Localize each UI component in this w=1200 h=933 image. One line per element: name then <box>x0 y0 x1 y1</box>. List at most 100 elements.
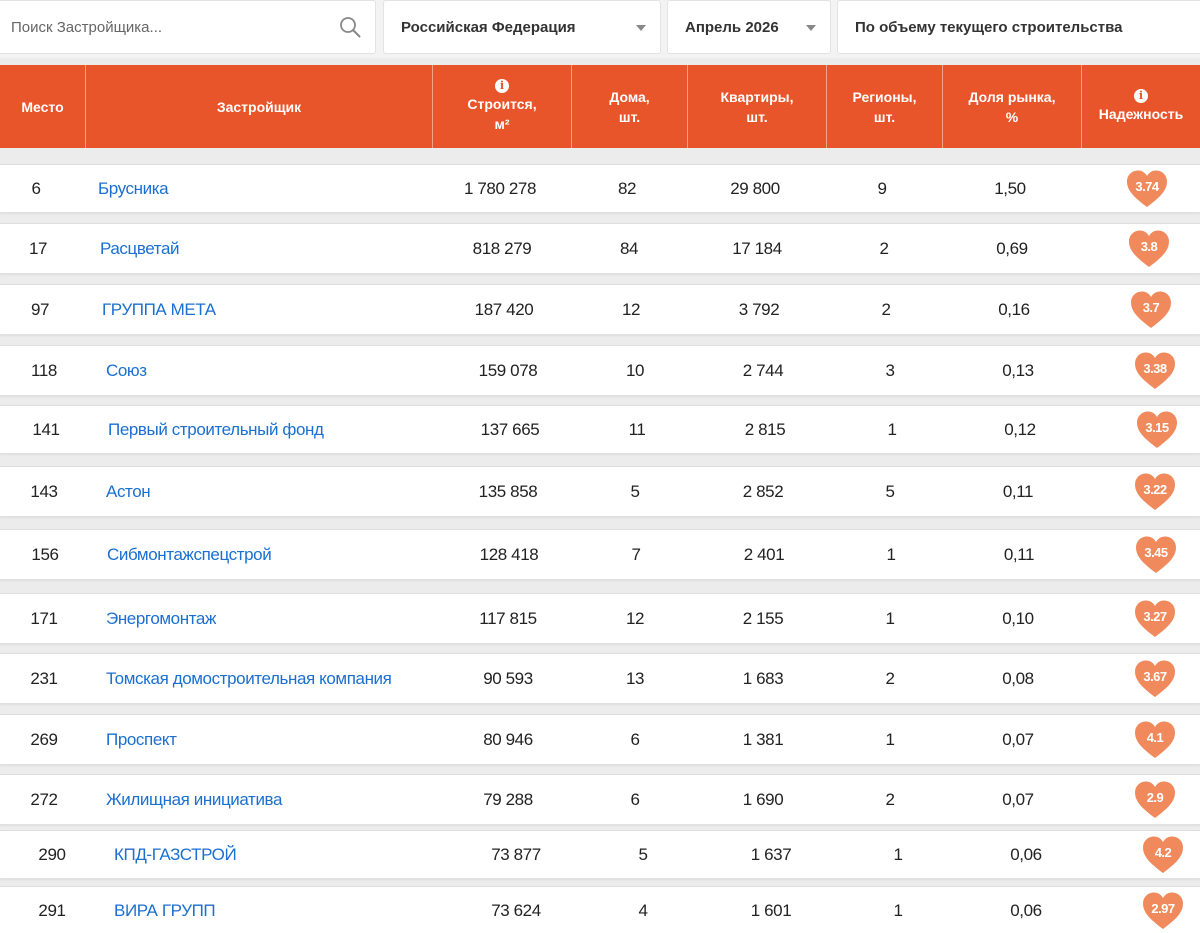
houses-cell: 13 <box>625 668 645 688</box>
reliability-heart-icon[interactable]: 2.9 <box>1133 780 1177 820</box>
regions-cell: 1 <box>886 544 896 564</box>
area-cell: 80 946 <box>483 729 533 749</box>
market-share-cell: 0,16 <box>998 299 1030 319</box>
table-row[interactable]: 143 Астон 135 858 5 2 852 5 0,11 3.22 <box>0 466 1200 516</box>
houses-cell: 4 <box>638 900 648 920</box>
place-cell: 269 <box>30 729 58 749</box>
place-cell: 156 <box>31 544 59 564</box>
column-header-houses[interactable]: Дома, шт. <box>572 65 688 148</box>
houses-cell: 7 <box>631 544 641 564</box>
developer-link[interactable]: Энергомонтаж <box>106 608 216 628</box>
column-header-place[interactable]: Место <box>0 65 86 148</box>
flats-cell: 2 815 <box>744 419 786 439</box>
developer-link[interactable]: Проспект <box>106 729 177 749</box>
reliability-heart-icon[interactable]: 3.22 <box>1133 472 1177 512</box>
column-header-market-share[interactable]: Доля рынка, % <box>943 65 1082 148</box>
table-row[interactable]: 291 ВИРА ГРУПП 73 624 4 1 601 1 0,06 2.97 <box>0 886 1200 933</box>
column-header-flats[interactable]: Квартиры, шт. <box>688 65 827 148</box>
regions-cell: 1 <box>893 900 903 920</box>
place-cell: 291 <box>38 900 66 920</box>
regions-cell: 5 <box>885 481 895 501</box>
reliability-heart-icon[interactable]: 3.8 <box>1127 229 1171 269</box>
chevron-down-icon <box>636 25 646 31</box>
reliability-heart-icon[interactable]: 3.45 <box>1134 535 1178 575</box>
reliability-heart-icon[interactable]: 4.2 <box>1141 835 1185 875</box>
info-icon[interactable]: i <box>1134 89 1148 103</box>
houses-cell: 84 <box>619 238 639 258</box>
table-row[interactable]: 290 КПД-ГАЗСТРОЙ 73 877 5 1 637 1 0,06 4.2 <box>0 830 1200 878</box>
developer-link[interactable]: ГРУППА МЕТА <box>102 299 216 319</box>
table-row[interactable]: 231 Томская домостроительная компания 90 5… <box>0 653 1200 703</box>
reliability-heart-icon[interactable]: 4.1 <box>1133 720 1177 760</box>
reliability-heart-icon[interactable]: 3.67 <box>1133 659 1177 699</box>
column-header-area[interactable]: i Строится, м² <box>433 65 572 148</box>
reliability-score: 2.97 <box>1151 901 1175 916</box>
flats-cell: 1 637 <box>750 844 792 864</box>
market-share-cell: 0,06 <box>1010 900 1042 920</box>
reliability-score: 3.7 <box>1142 300 1160 315</box>
place-cell: 97 <box>30 299 50 319</box>
flats-cell: 3 792 <box>738 299 780 319</box>
table-row[interactable]: 171 Энергомонтаж 117 815 12 2 155 1 0,10 3.27 <box>0 593 1200 643</box>
flats-cell: 29 800 <box>730 178 780 198</box>
reliability-score: 4.1 <box>1146 730 1164 745</box>
table-row[interactable]: 97 ГРУППА МЕТА 187 420 12 3 792 2 0,16 3.7 <box>0 284 1200 334</box>
area-cell: 79 288 <box>483 789 533 809</box>
sort-select[interactable]: По объему текущего строительства <box>837 0 1200 54</box>
developer-link[interactable]: ВИРА ГРУПП <box>114 900 216 920</box>
market-share-cell: 0,69 <box>996 238 1028 258</box>
reliability-score: 3.15 <box>1145 420 1169 435</box>
developer-link[interactable]: Астон <box>106 481 151 501</box>
search-box[interactable] <box>0 0 376 54</box>
table-row[interactable]: 272 Жилищная инициатива 79 288 6 1 690 2 0,07 2… <box>0 774 1200 824</box>
table-row[interactable]: 6 Брусника 1 780 278 82 29 800 9 1,50 3.74 <box>0 164 1200 212</box>
place-cell: 143 <box>30 481 58 501</box>
reliability-heart-icon[interactable]: 2.97 <box>1141 891 1185 931</box>
region-select[interactable]: Российская Федерация <box>383 0 661 54</box>
area-cell: 818 279 <box>472 238 532 258</box>
info-icon[interactable]: i <box>495 79 509 93</box>
flats-cell: 1 381 <box>742 729 784 749</box>
table-row[interactable]: 141 Первый строительный фонд 137 665 11 2 81… <box>0 405 1200 453</box>
search-icon[interactable] <box>339 16 361 38</box>
market-share-cell: 0,10 <box>1002 608 1034 628</box>
table-row[interactable]: 17 Расцветай 818 279 84 17 184 2 0,69 3.8 <box>0 223 1200 273</box>
developer-link[interactable]: Расцветай <box>100 238 180 258</box>
reliability-heart-icon[interactable]: 3.7 <box>1129 290 1173 330</box>
reliability-heart-icon[interactable]: 3.38 <box>1133 351 1177 391</box>
table-row[interactable]: 118 Союз 159 078 10 2 744 3 0,13 3.38 <box>0 345 1200 395</box>
reliability-score: 3.45 <box>1144 545 1168 560</box>
developer-link[interactable]: КПД-ГАЗСТРОЙ <box>114 844 237 864</box>
regions-cell: 2 <box>879 238 889 258</box>
market-share-cell: 0,11 <box>1002 481 1034 501</box>
developer-link[interactable]: Союз <box>106 360 147 380</box>
month-select-value: Апрель 2026 <box>685 18 779 36</box>
reliability-heart-icon[interactable]: 3.74 <box>1125 169 1169 209</box>
place-cell: 290 <box>38 844 66 864</box>
houses-cell: 6 <box>630 729 640 749</box>
developer-link[interactable]: Брусника <box>98 178 169 198</box>
regions-cell: 1 <box>893 844 903 864</box>
developer-link[interactable]: Сибмонтажспецстрой <box>107 544 272 564</box>
reliability-heart-icon[interactable]: 3.15 <box>1135 410 1179 450</box>
column-header-developer[interactable]: Застройщик <box>86 65 433 148</box>
developer-link[interactable]: Жилищная инициатива <box>106 789 283 809</box>
month-select[interactable]: Апрель 2026 <box>667 0 831 54</box>
regions-cell: 3 <box>885 360 895 380</box>
reliability-heart-icon[interactable]: 3.27 <box>1133 599 1177 639</box>
developer-link[interactable]: Томская домостроительная компания <box>106 668 392 688</box>
area-cell: 135 858 <box>478 481 538 501</box>
column-header-regions[interactable]: Регионы, шт. <box>827 65 943 148</box>
table-row[interactable]: 156 Сибмонтажспецстрой 128 418 7 2 401 1 0,11 3… <box>0 529 1200 579</box>
houses-cell: 12 <box>625 608 645 628</box>
place-cell: 272 <box>30 789 58 809</box>
regions-cell: 2 <box>885 668 895 688</box>
table-header: Место Застройщик i Строится, м² Дома, шт… <box>0 65 1200 148</box>
developer-link[interactable]: Первый строительный фонд <box>108 419 324 439</box>
search-input[interactable] <box>11 18 331 36</box>
market-share-cell: 0,06 <box>1010 844 1042 864</box>
column-header-reliability[interactable]: i Надежность <box>1098 89 1184 122</box>
table-row[interactable]: 269 Проспект 80 946 6 1 381 1 0,07 4.1 <box>0 714 1200 764</box>
flats-cell: 1 601 <box>750 900 792 920</box>
